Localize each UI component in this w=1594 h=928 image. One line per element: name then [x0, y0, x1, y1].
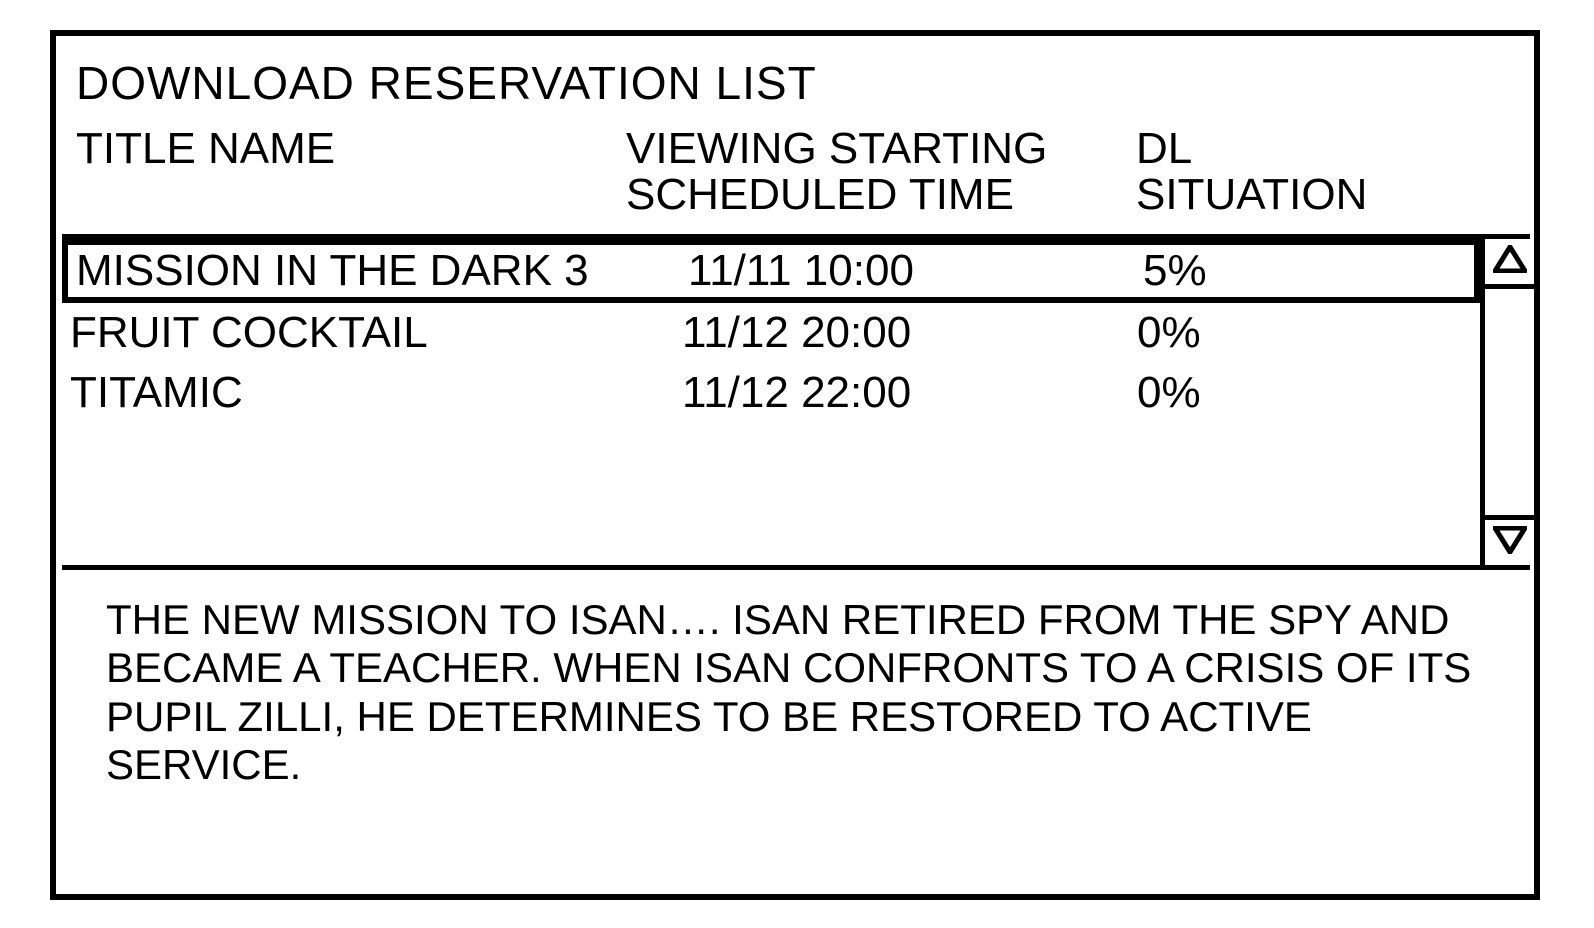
list-item[interactable]: FRUIT COCKTAIL 11/12 20:00 0%	[62, 303, 1480, 363]
column-header-time-line2: SCHEDULED TIME	[626, 170, 1014, 219]
cell-title: TITAMIC	[70, 368, 243, 418]
cell-title: MISSION IN THE DARK 3	[76, 246, 589, 296]
cell-dl: 0%	[1137, 308, 1201, 358]
cell-dl: 0%	[1137, 368, 1201, 418]
column-header-title: TITLE NAME	[76, 126, 335, 172]
reservation-list: MISSION IN THE DARK 3 11/11 10:00 5% FRU…	[62, 234, 1480, 570]
cell-time: 11/11 10:00	[688, 246, 914, 296]
description-text: THE NEW MISSION TO ISAN…. ISAN RETIRED F…	[106, 596, 1496, 789]
cell-time: 11/12 20:00	[682, 308, 911, 358]
scroll-up-button[interactable]	[1485, 239, 1535, 289]
window-frame: DOWNLOAD RESERVATION LIST TITLE NAME VIE…	[50, 30, 1540, 900]
list-item[interactable]: MISSION IN THE DARK 3 11/11 10:00 5%	[62, 239, 1480, 303]
cell-time: 11/12 22:00	[682, 368, 911, 418]
scrollbar	[1480, 234, 1530, 570]
cell-title: FRUIT COCKTAIL	[70, 308, 428, 358]
column-header-dl: DL SITUATION	[1136, 126, 1367, 218]
list-item[interactable]: TITAMIC 11/12 22:00 0%	[62, 363, 1480, 423]
page-title: DOWNLOAD RESERVATION LIST	[76, 56, 817, 110]
column-header-time-line1: VIEWING STARTING	[626, 124, 1047, 173]
scroll-down-button[interactable]	[1485, 515, 1535, 565]
triangle-up-icon	[1493, 245, 1527, 278]
cell-dl: 5%	[1143, 246, 1207, 296]
column-header-dl-line1: DL	[1136, 124, 1192, 173]
column-header-time: VIEWING STARTING SCHEDULED TIME	[626, 126, 1047, 218]
column-header-dl-line2: SITUATION	[1136, 170, 1367, 219]
triangle-down-icon	[1493, 526, 1527, 559]
